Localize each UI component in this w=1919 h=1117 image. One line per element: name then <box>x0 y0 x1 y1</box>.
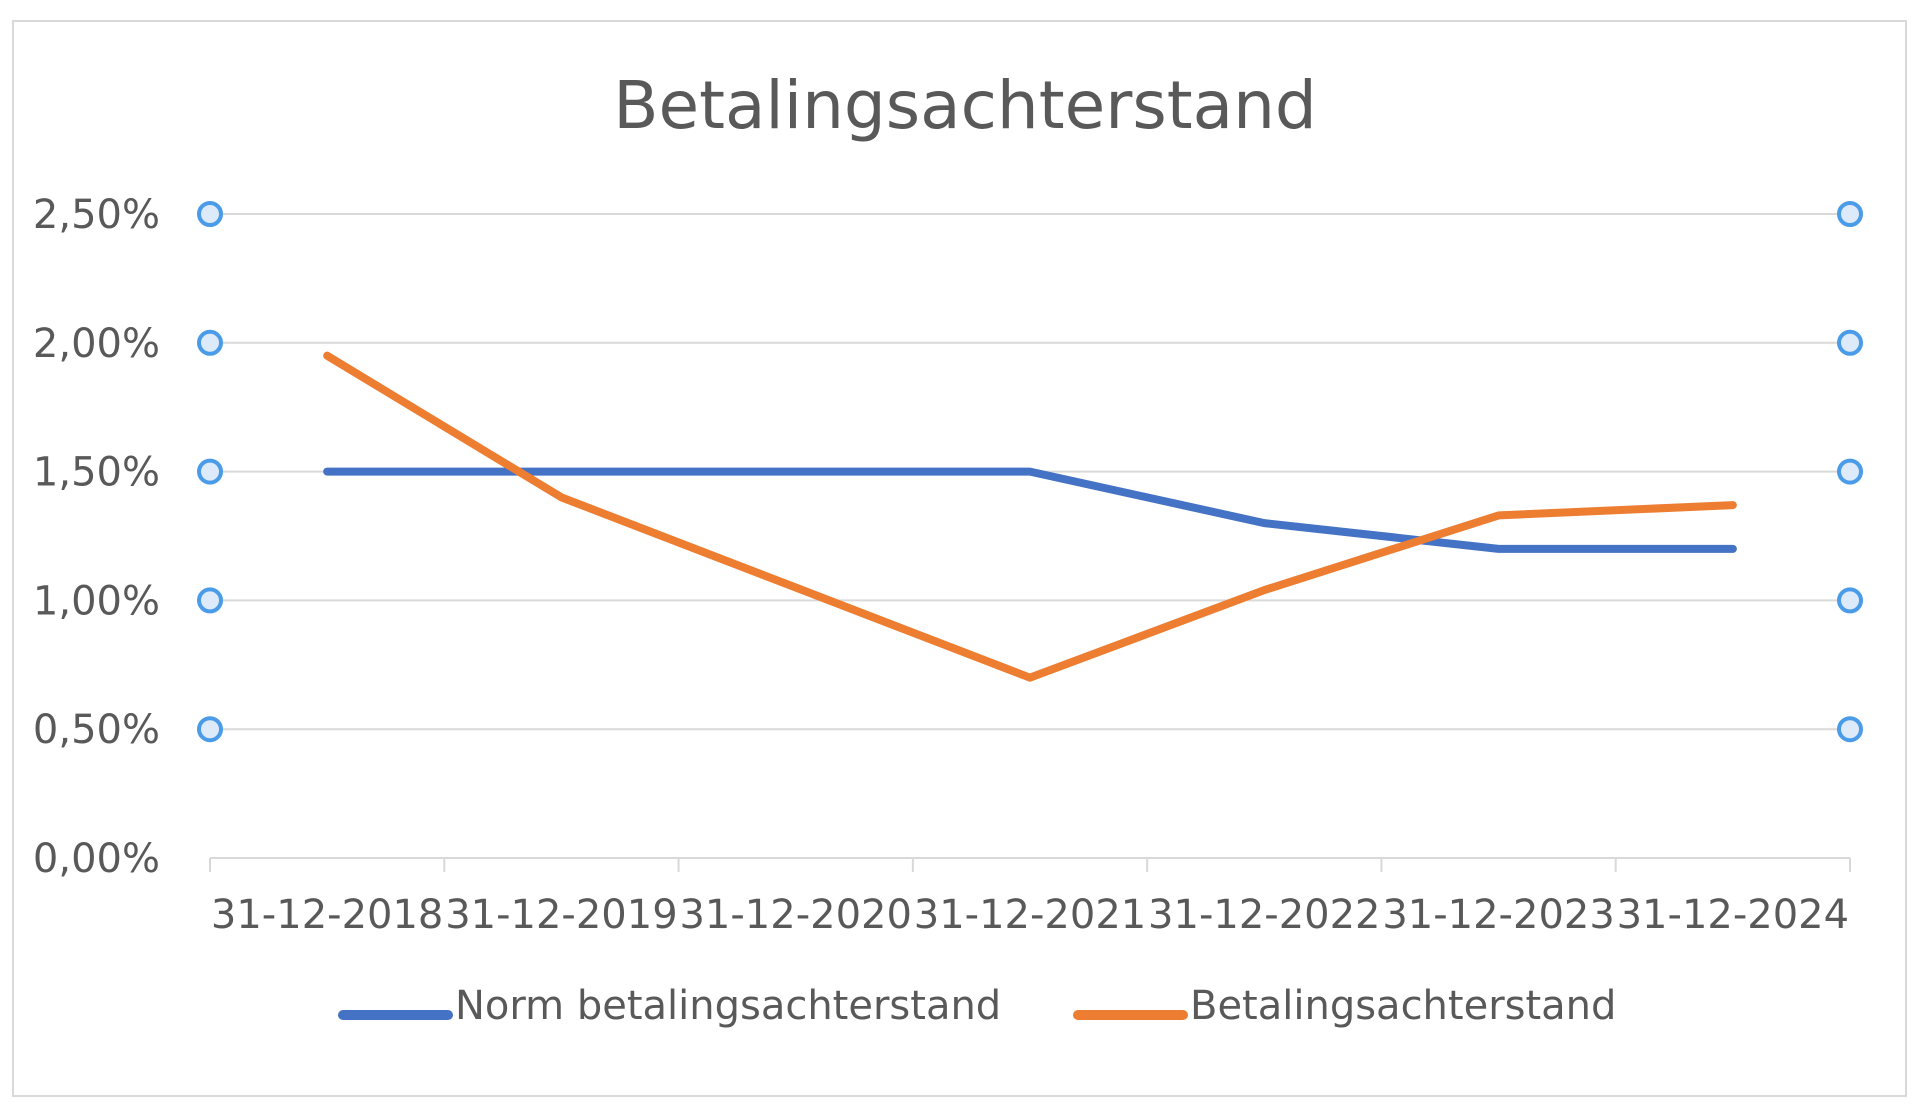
chart-frame[interactable] <box>12 20 1907 1097</box>
right-resize-handle[interactable] <box>1837 587 1863 614</box>
right-resize-handle[interactable] <box>1837 329 1863 356</box>
left-resize-handle[interactable] <box>197 329 223 356</box>
y-tick-label: 1,50% <box>33 450 160 496</box>
y-tick-label: 0,00% <box>33 836 160 882</box>
left-resize-handle[interactable] <box>197 201 223 227</box>
x-tick-label: 31-12-2021 <box>914 892 1146 938</box>
x-axis-tick-labels: 31-12-2018 31-12-2019 31-12-2020 31-12-2021… <box>211 892 1849 938</box>
x-tick-label: 31-12-2020 <box>679 892 911 938</box>
y-tick-label: 1,00% <box>33 578 160 624</box>
right-resize-handle[interactable] <box>1837 201 1863 227</box>
y-axis-tick-labels: 0,00% 0,50% 1,00% 1,50% 2,00% 2,50% <box>33 192 160 882</box>
x-axis <box>209 857 1851 872</box>
left-resize-handle[interactable] <box>197 587 223 614</box>
y-tick-label: 0,50% <box>33 707 160 753</box>
left-resize-handle[interactable] <box>197 716 223 743</box>
legend: Norm betalingsachterstand Betalingsachter… <box>338 983 1616 1029</box>
y-tick-label: 2,50% <box>33 192 160 238</box>
x-tick-label: 31-12-2019 <box>445 892 677 938</box>
x-tick-label: 31-12-2023 <box>1382 892 1614 938</box>
legend-label: Norm betalingsachterstand <box>455 983 1001 1029</box>
x-tick-label: 31-12-2018 <box>211 892 443 938</box>
x-tick-label: 31-12-2022 <box>1148 892 1380 938</box>
selection-handles[interactable] <box>197 201 1863 743</box>
x-tick-label: 31-12-2024 <box>1617 892 1849 938</box>
chart-title: Betalingsachterstand <box>613 67 1317 144</box>
left-resize-handle[interactable] <box>197 458 223 485</box>
series-line-1 <box>323 351 1737 682</box>
y-tick-label: 2,00% <box>33 321 160 367</box>
right-resize-handle[interactable] <box>1837 716 1863 743</box>
series-lines <box>323 351 1737 682</box>
right-resize-handle[interactable] <box>1837 458 1863 485</box>
legend-label: Betalingsachterstand <box>1190 983 1616 1029</box>
